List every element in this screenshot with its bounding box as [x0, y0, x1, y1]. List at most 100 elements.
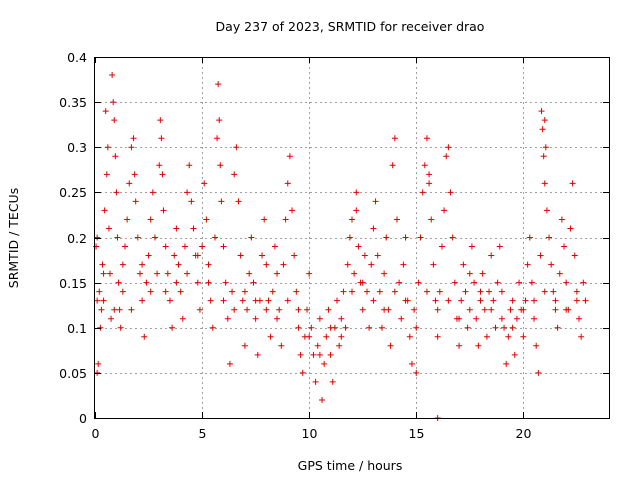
- data-point: [387, 342, 394, 349]
- data-point: [513, 315, 520, 322]
- data-point: [160, 207, 167, 214]
- data-point: [102, 108, 109, 115]
- data-point: [231, 171, 238, 178]
- data-point: [143, 279, 150, 286]
- data-point: [456, 342, 463, 349]
- axis-ticks: 0 0.05 0.1 0.15 0.2 0.25 0.3 0.35 0.4 0 5 10 15 20: [59, 50, 609, 441]
- data-point: [548, 261, 555, 268]
- data-point: [99, 261, 106, 268]
- data-points: [93, 72, 589, 421]
- data-point: [538, 108, 545, 115]
- data-point: [488, 306, 495, 313]
- data-point: [293, 288, 300, 295]
- data-point: [188, 198, 195, 205]
- data-point: [578, 333, 585, 340]
- data-point: [460, 261, 467, 268]
- data-point: [338, 315, 345, 322]
- data-point: [552, 306, 559, 313]
- data-point: [184, 189, 191, 196]
- data-point: [552, 297, 559, 304]
- data-point: [278, 342, 285, 349]
- data-point: [93, 243, 100, 250]
- data-point: [111, 117, 118, 124]
- data-point: [528, 279, 535, 286]
- data-point: [402, 234, 409, 241]
- data-point: [488, 252, 495, 259]
- data-point: [203, 216, 210, 223]
- data-point: [211, 234, 218, 241]
- data-point: [378, 324, 385, 331]
- data-point: [353, 189, 360, 196]
- data-point: [151, 234, 158, 241]
- data-point: [550, 288, 557, 295]
- data-point: [297, 351, 304, 358]
- x-tick-label: 20: [516, 426, 532, 441]
- data-point: [479, 270, 486, 277]
- data-point: [391, 288, 398, 295]
- data-point: [535, 369, 542, 376]
- data-point: [147, 288, 154, 295]
- data-point: [215, 81, 222, 88]
- data-point: [441, 207, 448, 214]
- data-point: [179, 315, 186, 322]
- data-point: [361, 252, 368, 259]
- data-point: [327, 324, 334, 331]
- data-point: [376, 288, 383, 295]
- data-point: [389, 162, 396, 169]
- data-point: [370, 297, 377, 304]
- data-point: [516, 279, 523, 286]
- data-point: [466, 306, 473, 313]
- data-point: [413, 324, 420, 331]
- data-point: [496, 243, 503, 250]
- data-point: [428, 216, 435, 223]
- data-point: [556, 270, 563, 277]
- data-point: [323, 333, 330, 340]
- data-point: [271, 243, 278, 250]
- data-point: [162, 243, 169, 250]
- x-tick-label: 10: [302, 426, 318, 441]
- data-point: [316, 315, 323, 322]
- data-point: [520, 306, 527, 313]
- data-point: [408, 360, 415, 367]
- data-point: [109, 72, 116, 79]
- data-point: [216, 117, 223, 124]
- y-tick-label: 0.2: [67, 231, 87, 246]
- plot-frame: [94, 57, 610, 419]
- data-point: [108, 315, 115, 322]
- data-point: [396, 279, 403, 286]
- data-point: [250, 279, 257, 286]
- data-point: [486, 288, 493, 295]
- data-point: [159, 171, 166, 178]
- data-point: [483, 333, 490, 340]
- data-point: [121, 243, 128, 250]
- data-point: [244, 306, 251, 313]
- data-point: [100, 270, 107, 277]
- data-point: [498, 288, 505, 295]
- data-point: [351, 270, 358, 277]
- data-point: [220, 243, 227, 250]
- data-point: [349, 288, 355, 295]
- data-point: [207, 297, 214, 304]
- data-point: [186, 162, 193, 169]
- data-point: [541, 117, 548, 124]
- data-point: [477, 288, 484, 295]
- data-point: [119, 288, 126, 295]
- data-point: [321, 360, 328, 367]
- data-point: [175, 261, 182, 268]
- data-point: [336, 342, 343, 349]
- data-point: [114, 234, 121, 241]
- data-point: [295, 324, 302, 331]
- data-point: [541, 288, 548, 295]
- y-tick-label: 0: [79, 411, 87, 426]
- data-point: [156, 162, 163, 169]
- data-point: [539, 126, 546, 133]
- data-point: [490, 297, 497, 304]
- data-point: [468, 243, 475, 250]
- data-point: [241, 342, 248, 349]
- data-point: [426, 171, 433, 178]
- data-point: [289, 207, 296, 214]
- data-point: [434, 333, 441, 340]
- data-point: [162, 288, 169, 295]
- data-point: [573, 288, 580, 295]
- data-point: [370, 225, 377, 232]
